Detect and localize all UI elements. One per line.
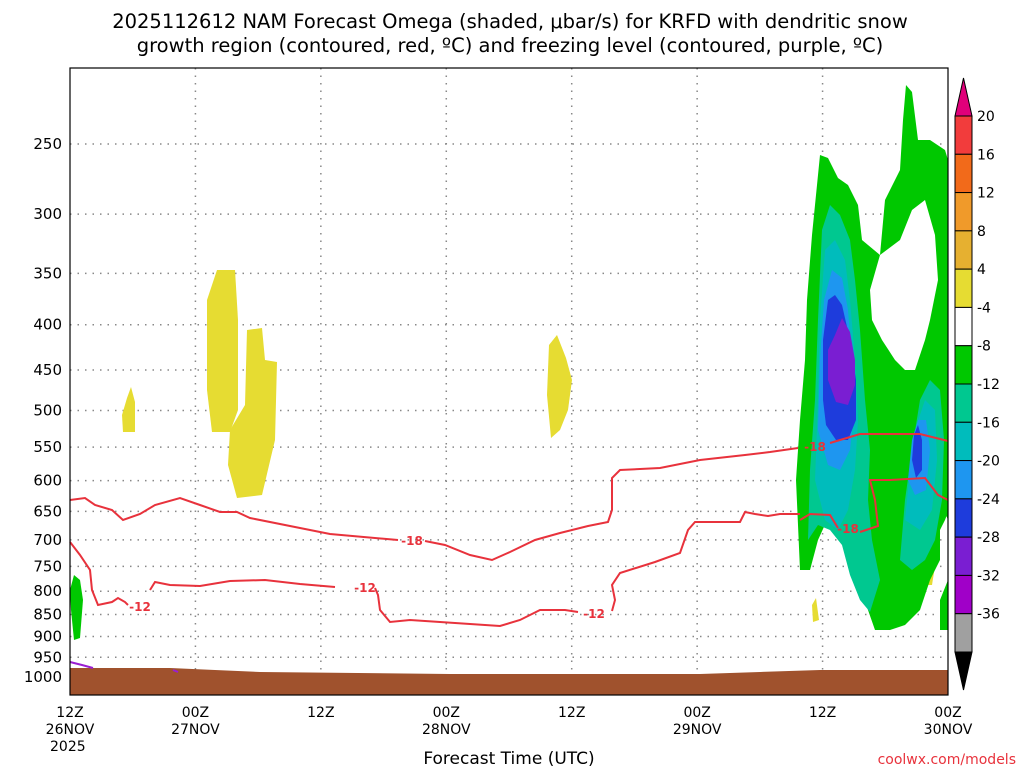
- dgz-contour-label: -12: [129, 600, 151, 614]
- colorbar-label: 16: [977, 147, 995, 163]
- freezing-level-contour: [172, 669, 179, 673]
- y-tick-label: 550: [33, 438, 62, 456]
- y-tick-label: 750: [33, 557, 62, 575]
- colorbar-cap-bottom: [954, 651, 973, 691]
- colorbar-label: -28: [977, 530, 1000, 546]
- colorbar-label: -4: [977, 300, 991, 316]
- dgz-contour-label: -18: [804, 440, 826, 454]
- x-tick-label: 12Z: [809, 705, 836, 721]
- x-tick-label: 12Z: [558, 705, 585, 721]
- x-tick-label: 12Z: [307, 705, 334, 721]
- omega-negative-area: [828, 318, 855, 405]
- x-tick-label: 00Z: [934, 705, 961, 721]
- colorbar-band: [954, 230, 973, 270]
- dgz-contour-label: -18: [837, 522, 859, 536]
- y-tick-label: 800: [33, 582, 62, 600]
- dgz-contour-minus12: [610, 510, 800, 612]
- colorbar-band: [954, 536, 973, 576]
- x-tick-label: 00Z: [182, 705, 209, 721]
- y-tick-label: 650: [33, 502, 62, 520]
- colorbar-band: [954, 460, 973, 500]
- omega-neutral-area: [870, 200, 938, 370]
- colorbar-label: -8: [977, 339, 991, 355]
- y-tick-label: 400: [33, 316, 62, 334]
- colorbar-band: [954, 421, 973, 462]
- omega-positive-area: [122, 387, 135, 432]
- dgz-contour-minus18: [829, 433, 949, 444]
- colorbar-band: [954, 115, 973, 155]
- x-tick-label: 00Z: [683, 705, 710, 721]
- dgz-contour-minus12: [374, 587, 579, 628]
- y-tick-label: 450: [33, 361, 62, 379]
- colorbar-band: [954, 613, 973, 653]
- y-tick-label: 350: [33, 264, 62, 282]
- x-tick-label: 28NOV: [422, 722, 471, 738]
- y-tick-label: 1000: [24, 668, 62, 686]
- colorbar-label: -20: [977, 454, 1000, 470]
- colorbar-label: 12: [977, 186, 995, 202]
- omega-negative-area: [70, 575, 83, 640]
- colorbar-cap-top: [954, 77, 973, 117]
- dgz-contour-minus18: [424, 447, 799, 562]
- dgz-contour-label: -12: [354, 581, 376, 595]
- colorbar: 20 16 12 8 4 -4 -8 -12 -16 -20 -24 -28 -32 -36: [954, 77, 1000, 691]
- omega-negative-area: [912, 425, 922, 478]
- x-tick-label: 2025: [50, 739, 86, 755]
- y-axis: 250 300 350 400 450 500 550 600 650 700 750 800 850 9…: [24, 135, 62, 686]
- colorbar-label: 4: [977, 262, 986, 278]
- omega-positive-area: [228, 328, 277, 498]
- dgz-contour-label: -12: [583, 607, 605, 621]
- x-tick-label: 00Z: [433, 705, 460, 721]
- dgz-contour-label: -18: [401, 534, 423, 548]
- chart-title-line2: growth region (contoured, red, ºC) and f…: [137, 34, 884, 57]
- colorbar-label: -12: [977, 377, 1000, 393]
- colorbar-band: [954, 306, 973, 347]
- chart-title-line1: 2025112612 NAM Forecast Omega (shaded, μ…: [112, 10, 908, 33]
- y-tick-label: 850: [33, 606, 62, 624]
- colorbar-label: -36: [977, 607, 1000, 623]
- colorbar-band: [954, 268, 973, 308]
- dgz-contour-minus12: [69, 541, 129, 607]
- y-tick-label: 500: [33, 402, 62, 420]
- y-tick-label: 700: [33, 531, 62, 549]
- colorbar-band: [954, 345, 973, 385]
- omega-negative-area: [940, 580, 948, 630]
- dgz-contour-minus12: [149, 578, 336, 591]
- colorbar-band: [954, 498, 973, 538]
- omega-shading: [70, 85, 948, 640]
- x-tick-label: 26NOV: [46, 722, 95, 738]
- colorbar-band: [954, 153, 973, 194]
- y-tick-label: 900: [33, 627, 62, 645]
- dgz-contours: [69, 433, 949, 628]
- dgz-contour-minus18: [859, 476, 949, 533]
- colorbar-label: 20: [977, 109, 995, 125]
- colorbar-band: [954, 574, 973, 615]
- x-tick-label: 29NOV: [673, 722, 722, 738]
- x-tick-label: 27NOV: [171, 722, 220, 738]
- x-tick-label: 30NOV: [924, 722, 973, 738]
- freezing-level-contour: [69, 661, 94, 669]
- omega-positive-area: [547, 335, 572, 438]
- plot-frame: [69, 67, 949, 696]
- colorbar-band: [954, 192, 973, 232]
- x-tick-label: 12Z: [56, 705, 83, 721]
- x-axis-label: Forecast Time (UTC): [423, 749, 594, 768]
- colorbar-band: [954, 383, 973, 423]
- colorbar-label: -32: [977, 568, 1000, 584]
- credit-text: coolwx.com/models: [878, 752, 1016, 768]
- ground-surface: [70, 668, 948, 695]
- dgz-contour-minus18: [69, 496, 399, 541]
- omega-positive-area: [812, 598, 819, 622]
- y-tick-label: 600: [33, 472, 62, 490]
- y-tick-label: 950: [33, 648, 62, 666]
- dgz-contour-minus18: [799, 512, 839, 529]
- colorbar-label: 8: [977, 224, 986, 240]
- y-tick-label: 250: [33, 135, 62, 153]
- y-tick-label: 300: [33, 205, 62, 223]
- colorbar-label: -16: [977, 415, 1000, 431]
- colorbar-label: -24: [977, 492, 1000, 508]
- omega-positive-area: [207, 270, 238, 432]
